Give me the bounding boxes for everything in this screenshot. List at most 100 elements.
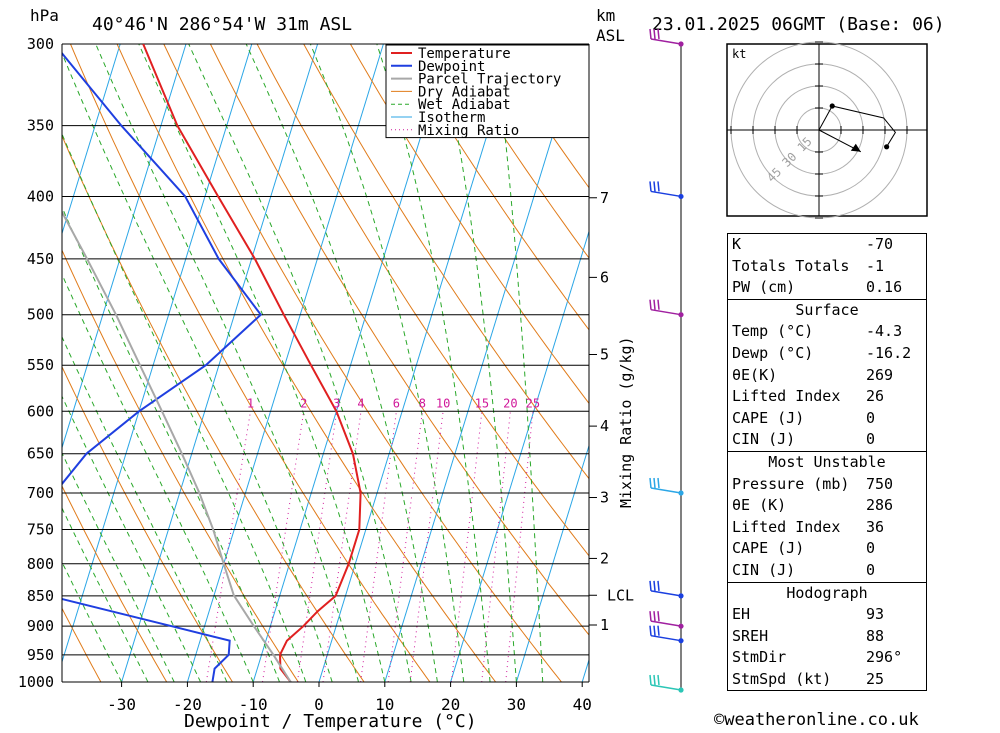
pressure-tick-label: 500 [27,306,54,324]
wind-barb-flag [657,674,660,686]
wind-barb-flag [649,580,652,591]
pressure-tick-label: 450 [27,250,54,268]
isotherm-line [384,44,582,682]
index-value: 0 [866,539,876,558]
isotherm-line [62,44,121,236]
wind-barb-700 [650,487,682,494]
wind-barb-flag [653,674,656,686]
pressure-tick-label: 900 [27,617,54,635]
index-label: Dewp (°C) [732,343,814,362]
dry-adiabat-line [62,485,168,682]
section-title: Surface [795,300,859,319]
storm-motion-arrowhead [850,143,861,152]
wind-barb-flag [657,580,660,591]
mixing-ratio-labels: 1 2 3 4 6 8 10 15 20 25 [247,396,540,410]
index-value: 0 [866,408,876,427]
isotherm-line [450,229,589,682]
location-title: 40°46'N 286°54'W 31m ASL [92,14,352,35]
pressure-tick-label: 550 [27,356,54,374]
index-value: -1 [866,256,885,275]
isotherm-line [121,44,319,682]
index-label: PW (cm) [732,278,796,297]
x-tick-label: 20 [441,695,460,714]
mixing-ratio-line [409,411,444,682]
indices-panel: K -70 Totals Totals -1 PW (cm) 0.16 Surface Te… [727,233,927,692]
x-tick-label: -30 [107,695,136,714]
section-title: Most Unstable [768,452,886,471]
index-label: Lifted Index [732,387,841,406]
pressure-tick-label: 750 [27,521,54,539]
wind-barb-flag [653,299,656,310]
index-value: -16.2 [866,343,912,362]
index-row: PW (cm) 0.16 [728,277,926,299]
hpa-label: hPa [30,6,59,25]
isotherm-line [252,44,450,682]
wind-barb-flag [657,611,660,622]
index-row: Totals Totals -1 [728,256,926,278]
index-value: 0 [866,430,876,449]
legend-label: Parcel Trajectory [418,72,561,88]
index-value: 269 [866,365,894,384]
surface-indices: Surface Temp (°C) -4.3 Dewp (°C) -16.2 θE(K) 2… [727,298,927,451]
index-label: CAPE (J) [732,539,805,558]
dry-adiabat-line [70,44,431,682]
mixing-ratio-label: 2 [300,396,307,410]
wet-adiabat-line [245,44,438,682]
wet-adiabat-line [376,44,491,682]
index-row: θE(K) 269 [728,365,926,387]
pressure-tick-label: 850 [27,587,54,605]
hodograph-unit-label: kt [732,47,746,61]
index-label: K [732,235,742,253]
mixing-ratio-label: 6 [393,396,400,410]
index-row: K -70 [728,234,926,256]
mixing-ratio-line [262,411,305,682]
mixing-ratio-label: 1 [247,396,254,410]
hodograph-trace [818,105,897,148]
hodograph-indices: Hodograph EH 93 SREH 88 StmDir 296° StmSpd (kt)… [727,581,927,692]
wind-barb-flag [653,611,656,622]
km-tick-label: 4 [600,417,609,435]
wind-barb-flag [657,477,660,489]
wind-barb-flag [649,625,652,636]
mixing-ratio-label: 8 [419,396,426,410]
axes: -30 -20 -10 0 10 20 30 40 7 6 5 4 3 2 LCL 1 [61,44,634,714]
index-label: CIN (J) [732,430,796,449]
legend-box [385,44,590,139]
index-row: Temp (°C) -4.3 [728,321,926,343]
wind-barb-flag [653,477,656,489]
wind-column [649,28,684,693]
wind-dot [678,623,684,629]
isotherm-line [62,44,187,450]
wet-adiabat-line [438,44,517,682]
index-label: EH [732,605,751,624]
km-tick-label: 7 [600,189,609,207]
wind-barb-flag [653,28,656,40]
dewpoint-line [62,51,263,682]
general-indices: K -70 Totals Totals -1 PW (cm) 0.16 [727,233,927,299]
wind-barb-925 [650,634,682,642]
x-tick-label: -20 [173,695,202,714]
index-label: CAPE (J) [732,408,805,427]
dry-adiabat-line [303,44,589,480]
index-label: CIN (J) [732,560,796,579]
legend-label: Temperature [418,46,511,62]
wind-barb-flag [649,181,652,192]
wet-adiabat-line [62,560,123,682]
index-value: 0 [866,560,876,579]
index-value: 88 [866,626,885,645]
index-value: 296° [866,648,903,667]
km-tick-label: 5 [600,345,609,363]
pressure-tick-label: 950 [27,646,54,664]
legend-label: Dry Adiabat [418,84,511,100]
dry-adiabat-line [443,44,589,259]
km-tick-label: 6 [600,268,609,286]
mixing-ratio-line [505,411,534,682]
wind-barb-300 [650,38,682,45]
index-value: 750 [866,474,894,493]
x-tick-label: 0 [314,695,324,714]
wet-adiabat-line [309,44,465,682]
dry-adiabat-line [62,607,102,682]
wet-adiabat-line [62,132,307,682]
